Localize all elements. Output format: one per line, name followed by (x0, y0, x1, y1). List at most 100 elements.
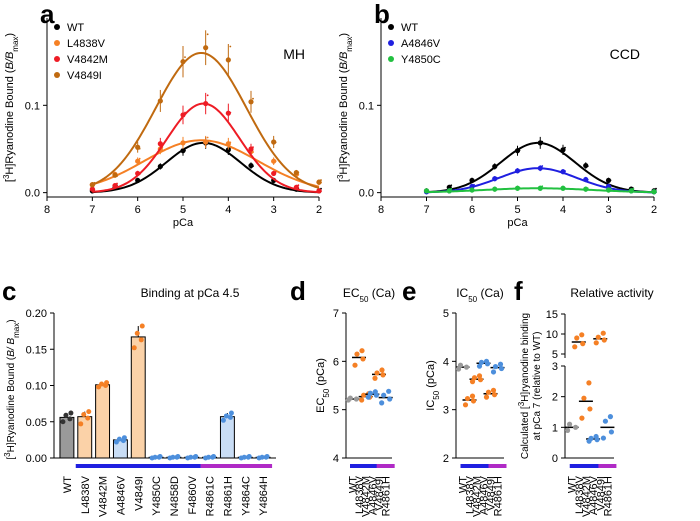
y-tick-label: 0 (552, 453, 558, 465)
panel-f-label: f (514, 276, 523, 306)
replicate-dot (206, 94, 209, 97)
y-axis-label-part-2: (pCa) (425, 360, 437, 391)
replicate-dot (184, 149, 186, 152)
y-axis-label-line2: at pCa 7 (relative to WT) (532, 332, 543, 441)
category-label: A4846V (479, 475, 491, 515)
y-tick-label: 15 (546, 309, 558, 321)
replicate-dot (655, 187, 657, 190)
replicate-dot (541, 165, 544, 167)
data-point (359, 397, 365, 403)
data-point (583, 162, 589, 169)
replicate-dot (184, 141, 186, 143)
data-point (580, 341, 586, 347)
replicate-dot (252, 97, 254, 100)
data-point (476, 363, 483, 369)
data-point (354, 351, 360, 357)
chart-title: Relative activity (570, 286, 653, 300)
data-point (365, 394, 371, 400)
replicate-dot (450, 187, 453, 190)
category-label: L4838V (80, 475, 92, 514)
category-label: A4846V (367, 475, 379, 515)
chart-title-part-1: 50 (360, 295, 369, 304)
replicate-dot (473, 183, 475, 186)
legend-label: L4838V (67, 38, 106, 50)
replicate-dot (541, 140, 544, 143)
data-point (271, 158, 277, 164)
replicate-dot (138, 180, 141, 183)
x-axis-label: pCa (173, 217, 194, 229)
category-label: V4849I (595, 476, 607, 511)
data-point (386, 388, 392, 394)
data-point (605, 177, 612, 184)
y-tick-label: 2 (552, 392, 558, 404)
y-axis-label: [3H]Ryanodine Bound (B/Bmax) (336, 33, 354, 182)
data-point (379, 400, 385, 406)
category-label: V4842M (98, 476, 110, 517)
replicate-dot (274, 160, 277, 163)
y-tick-label: 4 (333, 453, 339, 465)
data-point (359, 348, 365, 354)
replicate-dot (161, 143, 164, 146)
data-point (607, 414, 614, 420)
y-tick-label: 0.0 (359, 188, 374, 200)
data-point (248, 162, 254, 169)
data-point (492, 186, 498, 192)
x-tick-label: 2 (316, 204, 322, 216)
data-point (457, 362, 464, 368)
replicate-dot (473, 180, 475, 183)
data-point (180, 59, 186, 65)
panel-d-label: d (290, 276, 306, 306)
data-point (353, 396, 359, 402)
category-label: L4838V (354, 475, 366, 514)
category-label: V4849I (486, 476, 498, 511)
data-point (228, 410, 234, 416)
chart-title: Binding at pCa 4.5 (141, 286, 240, 300)
data-point (490, 387, 497, 393)
y-axis-label: IC50 (pCa) (425, 360, 441, 410)
data-point (67, 416, 73, 422)
category-label: R4861H (222, 476, 234, 516)
data-point (463, 364, 470, 370)
data-point (566, 421, 573, 427)
category-label: A4846V (115, 475, 127, 515)
replicate-dot (274, 141, 277, 144)
data-point (581, 395, 587, 401)
data-point (157, 98, 163, 104)
data-point (469, 379, 476, 385)
category-label: V4849I (374, 476, 386, 511)
data-point (316, 179, 322, 185)
replicate-dot (206, 33, 209, 36)
data-point (492, 364, 499, 370)
data-point (572, 344, 578, 350)
replicate-dot (518, 186, 521, 189)
y-tick-label: 3 (552, 361, 558, 373)
data-point (537, 185, 543, 191)
data-point (601, 337, 607, 343)
group-bar (75, 464, 201, 468)
y-tick-label: 5 (333, 405, 339, 417)
y-axis-label-part-0: IC (425, 400, 437, 411)
data-point (89, 182, 95, 188)
replicate-dot (473, 189, 475, 192)
x-tick-label: 3 (605, 204, 611, 216)
legend-marker (388, 40, 394, 46)
data-point (469, 393, 476, 399)
replicate-dot (320, 179, 322, 181)
data-point (387, 396, 393, 402)
y-tick-label: 0.0 (25, 188, 40, 200)
replicate-dot (206, 136, 209, 139)
panel-c-chart: 0.00 0.05 0.10 0.15 0.20 [3H]Ryanodine Bound … (3, 286, 276, 517)
replicate-dot (609, 179, 612, 182)
y-axis-label-part-2: H]Ryanodine Bound ( (4, 69, 16, 175)
y-axis-label-part-4: max (11, 37, 20, 52)
replicate-dot (518, 169, 521, 172)
y-axis-label-line1-part-0: Calculated [ (520, 406, 531, 459)
x-tick-label: 5 (514, 204, 520, 216)
data-point (220, 417, 226, 423)
category-label: L4838V (574, 475, 586, 514)
data-point (360, 356, 366, 362)
y-axis-label-part-0: EC (315, 398, 327, 413)
data-point (579, 332, 585, 338)
